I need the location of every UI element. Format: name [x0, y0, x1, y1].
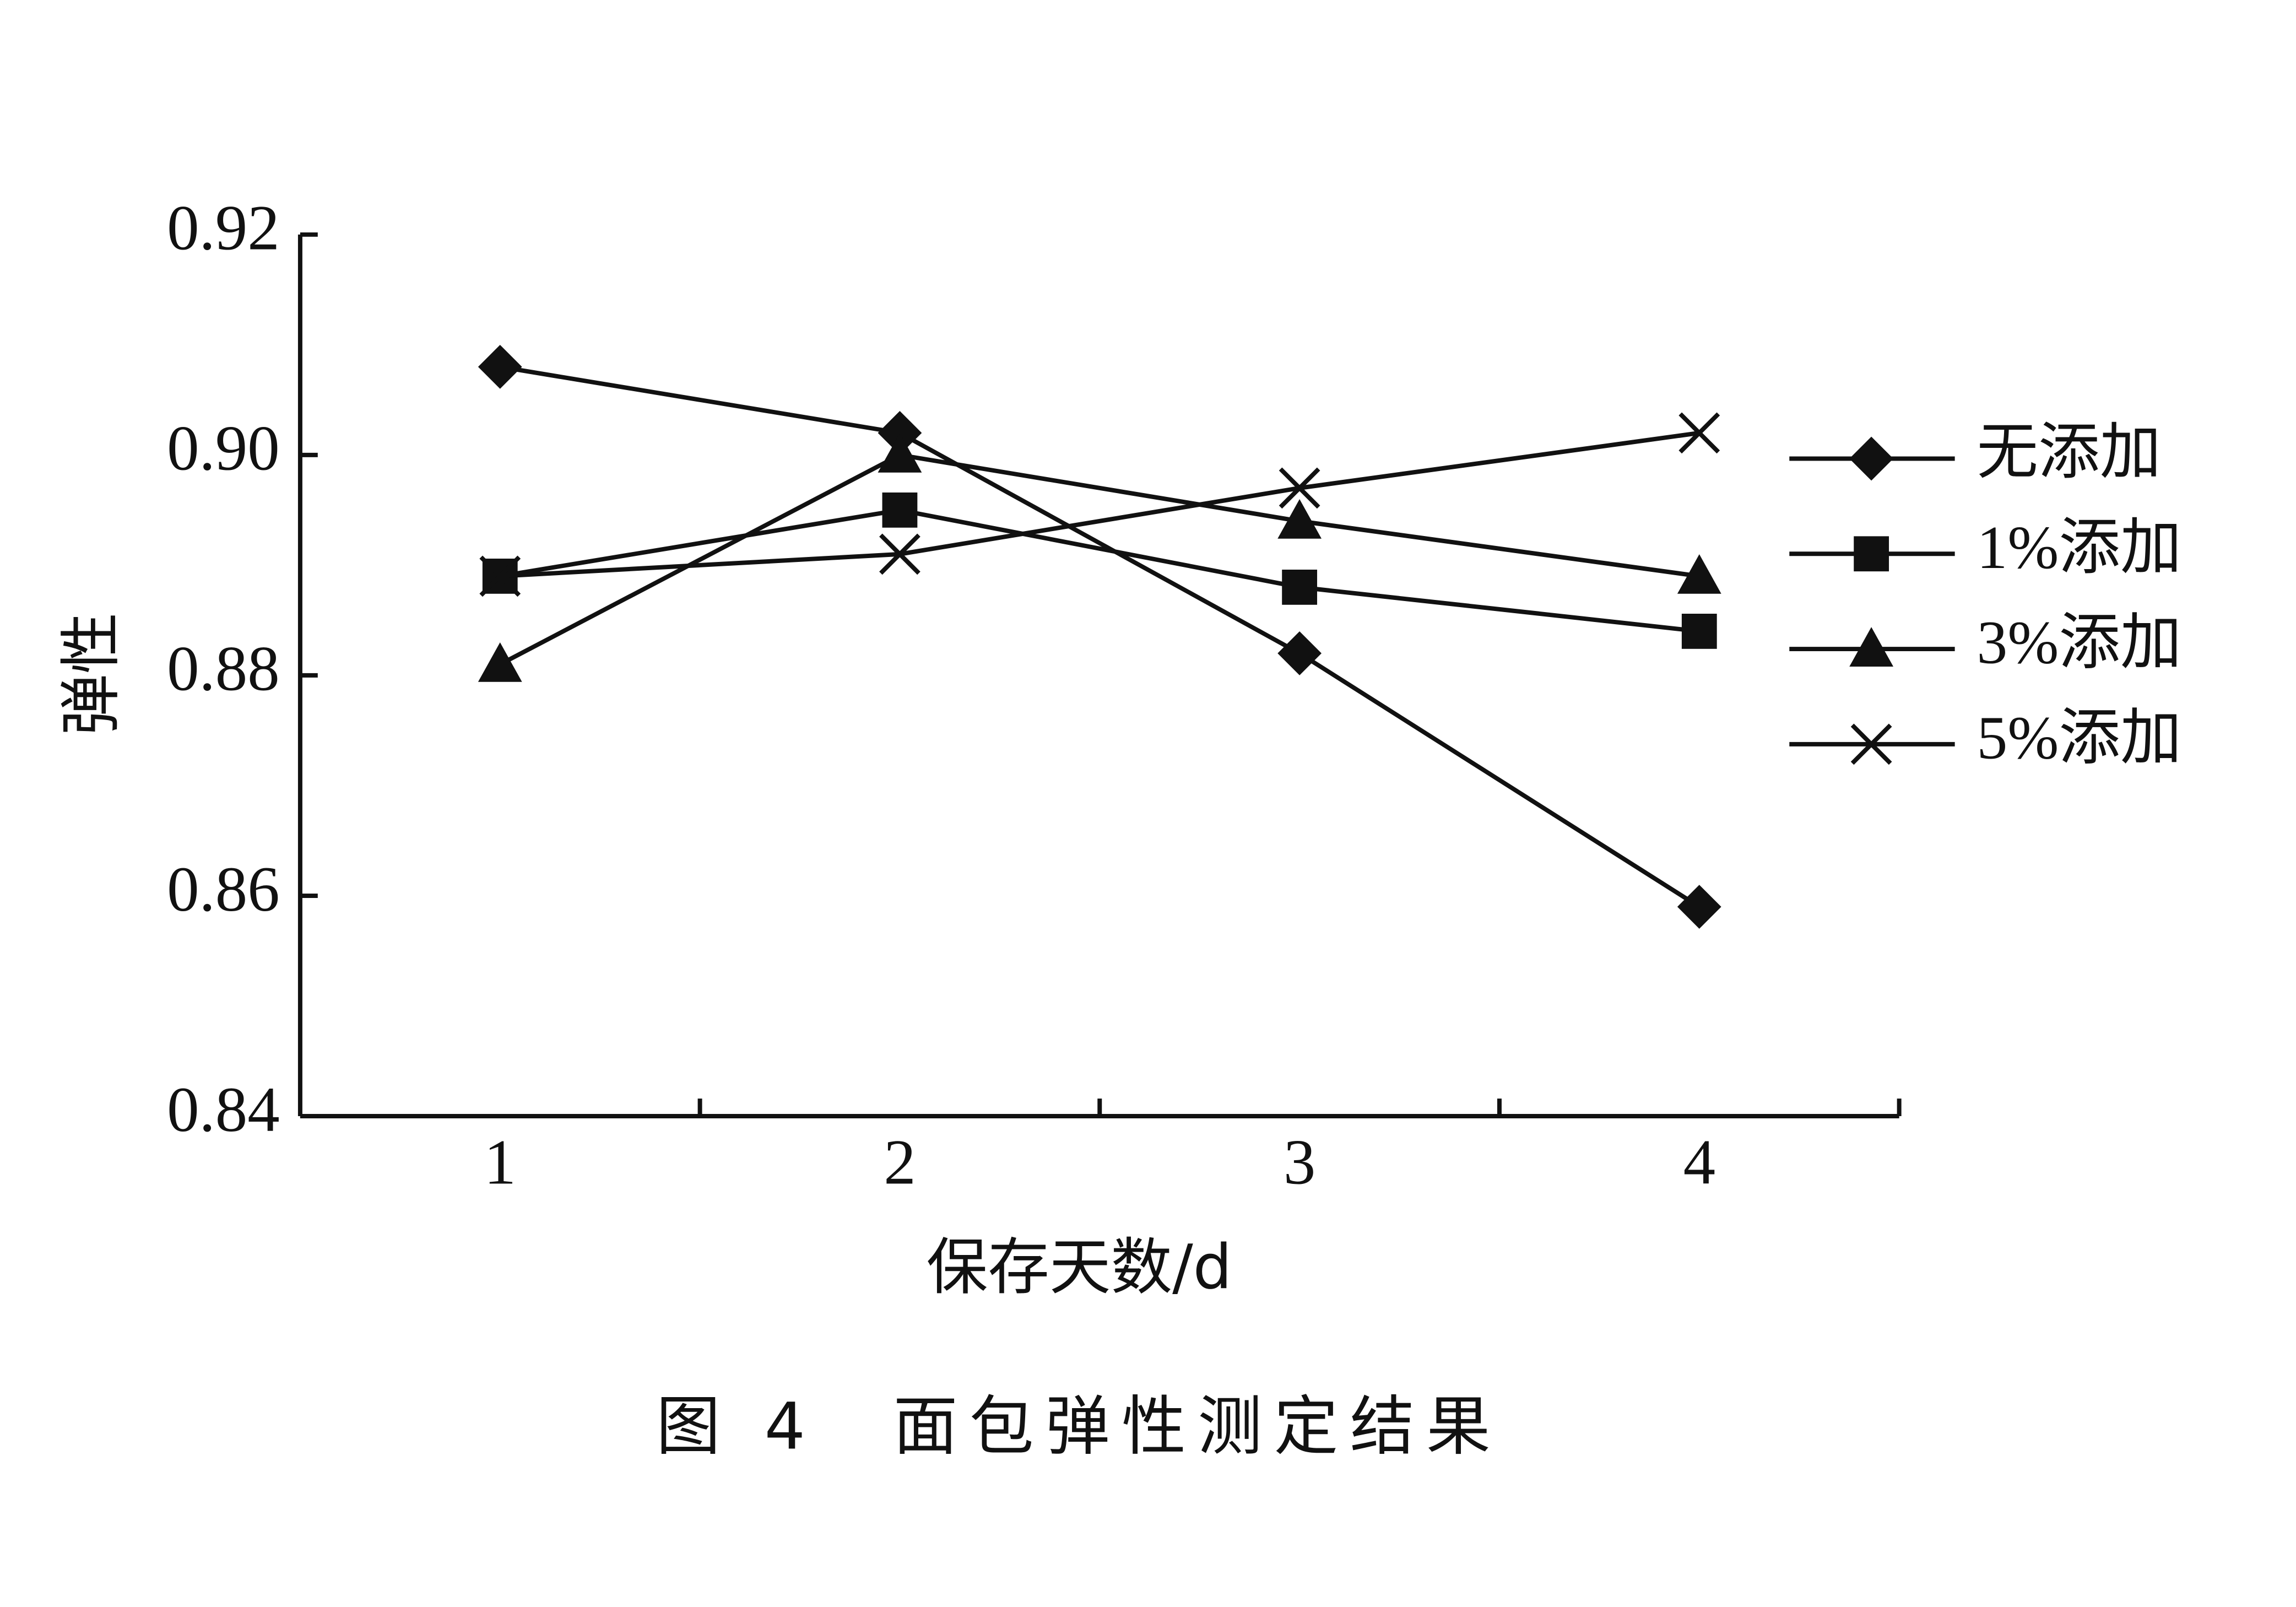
marker — [1678, 412, 1720, 454]
marker — [478, 642, 522, 682]
marker — [479, 555, 521, 597]
marker — [878, 410, 922, 455]
marker — [1279, 467, 1320, 509]
series-line — [500, 430, 1700, 578]
x-axis-title: 保存天数/d — [927, 1232, 1232, 1303]
marker — [878, 432, 922, 473]
legend-label: 1%添加 — [1977, 514, 2182, 582]
marker — [478, 344, 522, 389]
y-tick-label: 0.86 — [167, 854, 280, 925]
marker — [1677, 554, 1721, 594]
x-tick-label: 3 — [1284, 1127, 1315, 1198]
marker — [1850, 723, 1892, 765]
y-tick-label: 0.88 — [167, 634, 280, 705]
marker — [1849, 627, 1894, 667]
y-tick-label: 0.90 — [167, 413, 280, 484]
marker — [882, 492, 918, 528]
y-tick-label: 0.92 — [167, 193, 280, 264]
marker — [1849, 436, 1894, 481]
legend-label: 无添加 — [1977, 419, 2162, 486]
x-tick-label: 2 — [884, 1127, 916, 1198]
marker — [1282, 569, 1318, 605]
legend-label: 3%添加 — [1977, 609, 2182, 677]
series-line — [499, 452, 1700, 667]
figure-caption: 图 4 面包弹性测定结果 — [656, 1389, 1502, 1464]
x-tick-label: 4 — [1683, 1127, 1715, 1198]
series-line — [500, 364, 1701, 909]
marker — [1677, 885, 1721, 929]
x-tick-label: 1 — [484, 1127, 516, 1198]
marker — [1277, 499, 1322, 539]
marker — [1854, 536, 1889, 572]
series-line — [500, 507, 1700, 634]
y-axis-title: 弹性 — [56, 613, 127, 735]
legend-label: 5%添加 — [1977, 704, 2182, 772]
marker — [1277, 631, 1322, 675]
marker — [879, 533, 920, 575]
y-tick-label: 0.84 — [167, 1074, 280, 1145]
marker — [1681, 614, 1717, 649]
